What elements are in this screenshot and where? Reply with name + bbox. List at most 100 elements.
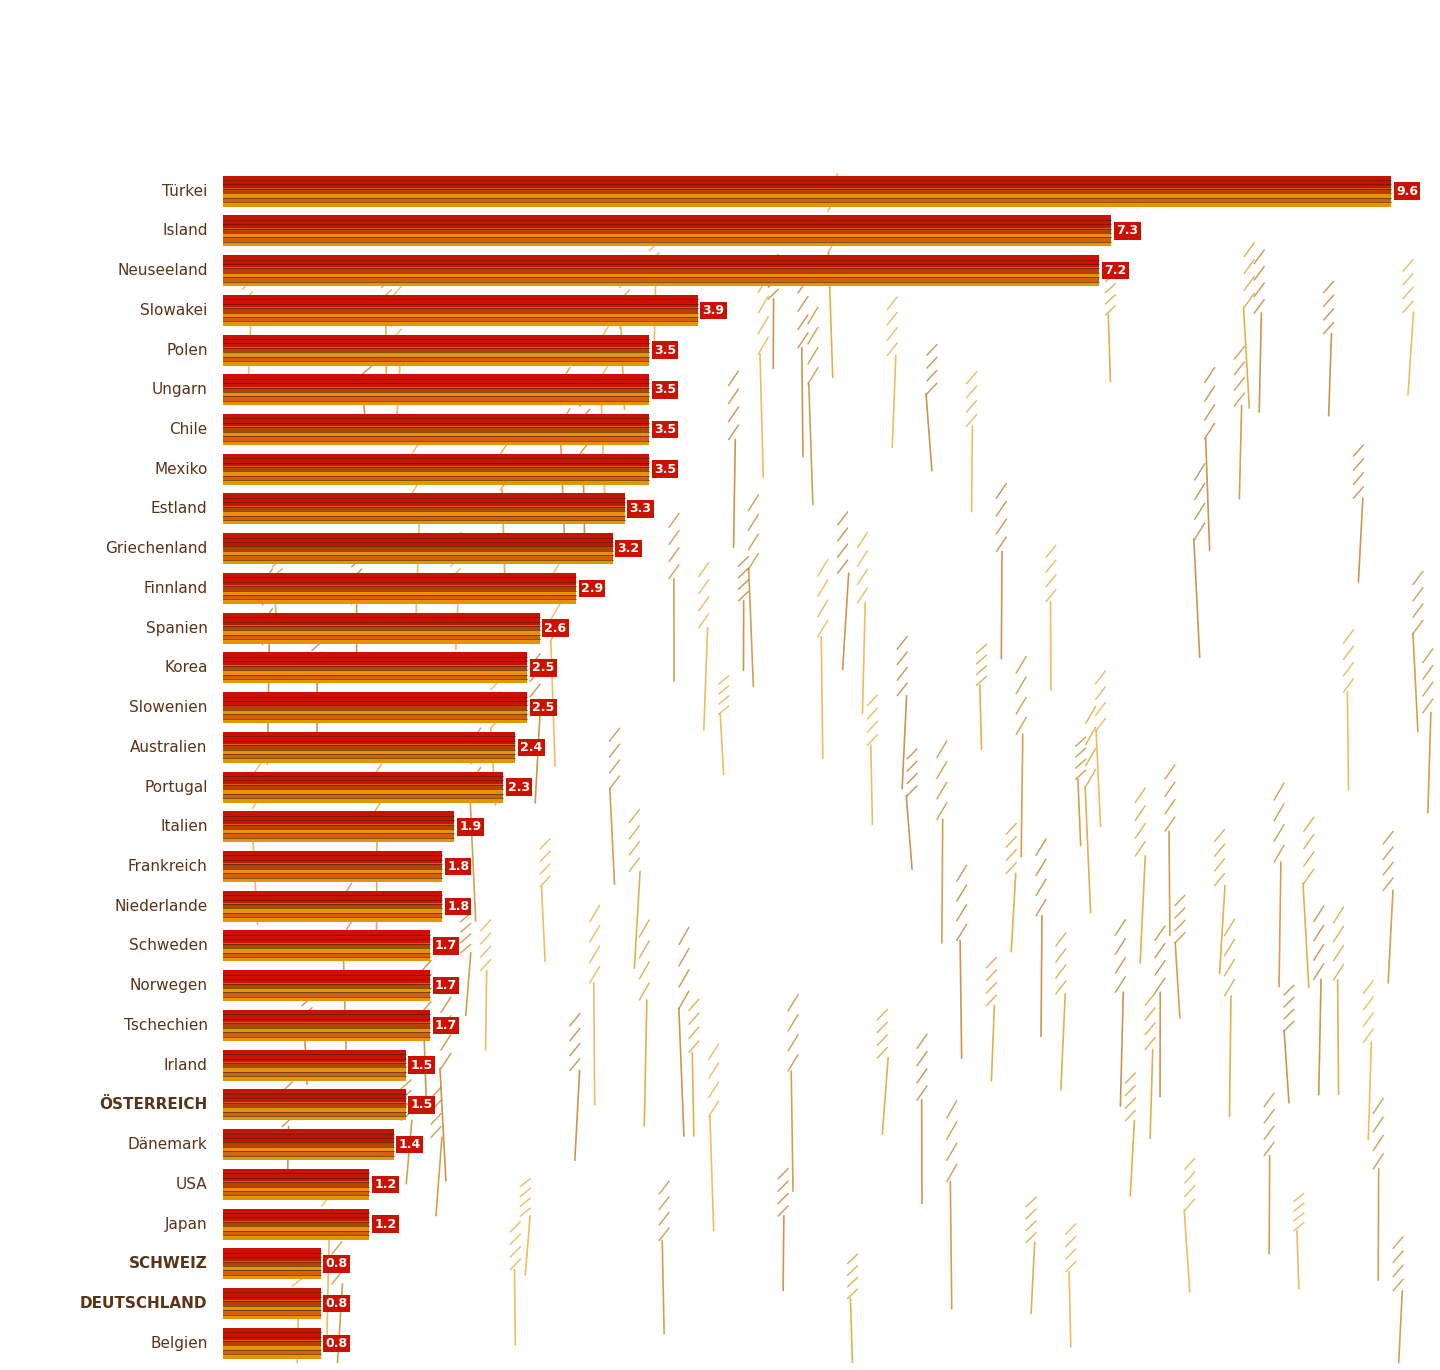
Text: Griechenland: Griechenland bbox=[105, 541, 207, 556]
Bar bbox=[223, 458, 649, 463]
Bar bbox=[223, 493, 625, 497]
Bar bbox=[223, 878, 442, 882]
Bar bbox=[223, 1178, 369, 1182]
Bar bbox=[223, 203, 1391, 207]
Bar bbox=[223, 1089, 406, 1101]
Text: Norwegen: Norwegen bbox=[130, 978, 207, 993]
Text: Japan: Japan bbox=[166, 1217, 207, 1232]
Bar bbox=[223, 453, 649, 458]
Bar bbox=[223, 392, 649, 396]
Bar bbox=[223, 463, 649, 467]
Bar bbox=[223, 785, 503, 789]
Bar bbox=[223, 352, 649, 356]
Bar bbox=[223, 573, 576, 585]
Text: 3.5: 3.5 bbox=[654, 463, 675, 475]
Text: Niederlande: Niederlande bbox=[114, 899, 207, 914]
Bar bbox=[223, 662, 527, 666]
Bar bbox=[223, 692, 527, 704]
Bar bbox=[223, 701, 527, 706]
Bar bbox=[223, 833, 455, 838]
Bar bbox=[223, 1169, 369, 1173]
Bar bbox=[223, 304, 698, 308]
Bar bbox=[223, 441, 649, 445]
Bar bbox=[223, 453, 649, 466]
Bar bbox=[223, 670, 527, 674]
Bar bbox=[223, 984, 431, 988]
Bar bbox=[223, 175, 1391, 188]
Bar bbox=[223, 1099, 406, 1103]
Text: Polen: Polen bbox=[166, 342, 207, 358]
Bar bbox=[223, 1222, 369, 1226]
Bar bbox=[223, 600, 576, 604]
Text: 1.7: 1.7 bbox=[435, 940, 456, 952]
Text: 3.2: 3.2 bbox=[618, 543, 639, 555]
Text: 2.5: 2.5 bbox=[533, 662, 554, 674]
Bar bbox=[223, 1212, 369, 1218]
Bar bbox=[223, 900, 442, 904]
Text: Belgien: Belgien bbox=[150, 1336, 207, 1351]
Bar bbox=[223, 1337, 321, 1341]
Bar bbox=[223, 1306, 321, 1310]
Bar bbox=[223, 851, 442, 863]
Bar bbox=[223, 1208, 369, 1221]
Bar bbox=[223, 714, 527, 719]
Text: 9.6: 9.6 bbox=[1397, 185, 1418, 197]
Bar bbox=[223, 471, 649, 475]
Bar bbox=[223, 1138, 393, 1143]
Bar bbox=[223, 1182, 369, 1186]
Text: Spanien: Spanien bbox=[145, 621, 207, 636]
Text: 0.8: 0.8 bbox=[325, 1258, 347, 1270]
Text: Mexiko: Mexiko bbox=[154, 462, 207, 477]
Bar bbox=[223, 860, 442, 864]
Bar bbox=[223, 958, 431, 962]
Text: Slowenien: Slowenien bbox=[130, 700, 207, 715]
Bar bbox=[223, 988, 431, 992]
Text: 1.2: 1.2 bbox=[374, 1178, 396, 1191]
Bar bbox=[223, 1275, 321, 1280]
Bar bbox=[223, 1103, 406, 1107]
Bar bbox=[223, 616, 540, 622]
Bar bbox=[223, 626, 540, 630]
Bar bbox=[223, 1328, 321, 1332]
Bar bbox=[223, 511, 625, 515]
Bar bbox=[223, 732, 516, 744]
Bar bbox=[223, 577, 576, 582]
Text: Italien: Italien bbox=[160, 819, 207, 834]
Bar bbox=[223, 970, 431, 974]
Bar bbox=[223, 312, 698, 316]
Text: Ungarn: Ungarn bbox=[151, 382, 207, 397]
Bar bbox=[223, 1266, 321, 1270]
Bar bbox=[223, 1010, 431, 1022]
Text: 1.5: 1.5 bbox=[410, 1099, 433, 1111]
Bar bbox=[223, 930, 431, 934]
Bar bbox=[223, 1262, 321, 1266]
Text: 3.5: 3.5 bbox=[654, 344, 675, 356]
Bar bbox=[223, 555, 612, 560]
Text: 2.9: 2.9 bbox=[580, 582, 603, 595]
Bar bbox=[223, 1032, 431, 1037]
Bar bbox=[223, 1328, 321, 1340]
Bar bbox=[223, 1297, 321, 1301]
Bar bbox=[223, 384, 649, 388]
Bar bbox=[223, 970, 431, 982]
Bar bbox=[223, 1310, 321, 1315]
Bar bbox=[223, 1107, 406, 1111]
Bar bbox=[223, 674, 527, 680]
Bar bbox=[223, 904, 442, 908]
Text: Australien: Australien bbox=[130, 740, 207, 755]
Bar bbox=[223, 237, 1112, 242]
Bar bbox=[223, 1292, 321, 1297]
Bar bbox=[223, 1156, 393, 1160]
Bar bbox=[223, 374, 649, 378]
Text: Frankreich: Frankreich bbox=[128, 859, 207, 874]
Text: Slowakei: Slowakei bbox=[140, 303, 207, 318]
Bar bbox=[223, 666, 527, 670]
Text: 3.5: 3.5 bbox=[654, 423, 675, 436]
Bar bbox=[223, 821, 455, 825]
Bar bbox=[223, 918, 442, 922]
Bar bbox=[223, 1049, 406, 1062]
Bar bbox=[223, 934, 431, 940]
Bar bbox=[223, 732, 516, 736]
Bar bbox=[223, 175, 1391, 179]
Text: Dänemark: Dänemark bbox=[128, 1137, 207, 1152]
